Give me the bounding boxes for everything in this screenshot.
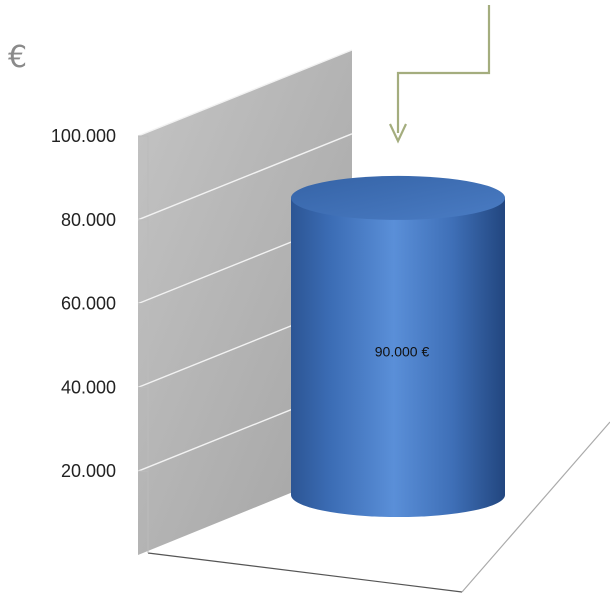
gridline	[137, 49, 353, 137]
floor-front-edge	[147, 552, 463, 593]
gridline	[137, 133, 353, 221]
y-tick-label: 100.000	[51, 126, 116, 146]
data-label: 90.000 €	[375, 343, 430, 359]
unit-label: €	[8, 40, 27, 75]
bar-body	[291, 197, 505, 517]
y-tick-label: 60.000	[61, 294, 116, 314]
bar-top	[291, 175, 505, 220]
y-tick-label: 80.000	[61, 210, 116, 230]
bar-cylinder	[291, 175, 505, 517]
y-tick-label: 20.000	[61, 461, 116, 481]
annotation-arrow	[389, 5, 491, 144]
floor-right-edge	[461, 421, 610, 593]
y-tick-labels: 20.000 40.000 60.000 80.000 100.000	[51, 126, 148, 481]
y-tick-label: 40.000	[61, 377, 116, 397]
